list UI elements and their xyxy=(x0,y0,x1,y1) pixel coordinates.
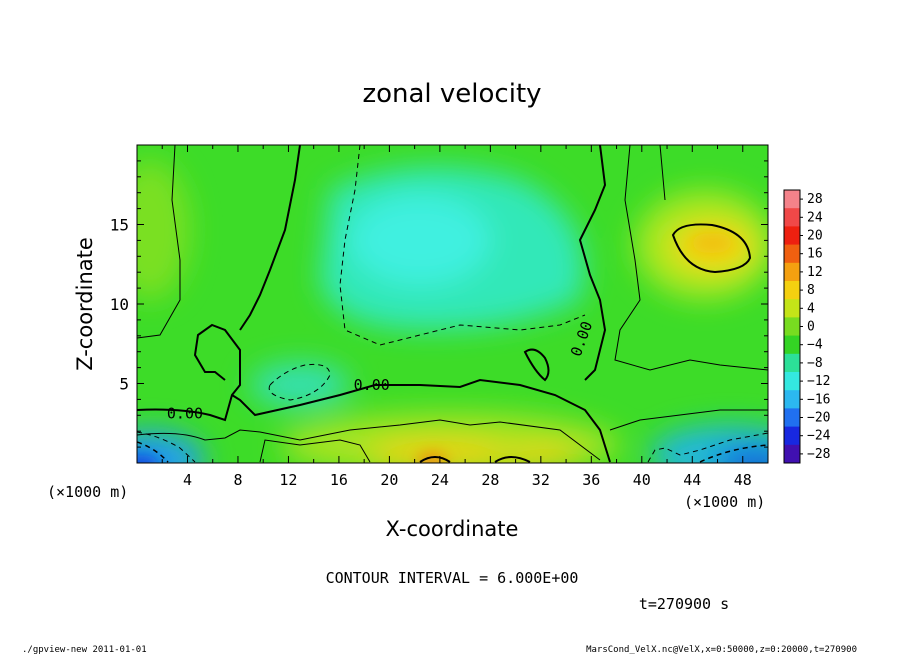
y-tick-label: 15 xyxy=(110,216,129,235)
colorbar-label: −20 xyxy=(807,411,830,426)
x-tick-label: 48 xyxy=(734,471,752,489)
colorbar-label: −16 xyxy=(807,392,830,407)
colorbar-swatch xyxy=(784,335,800,355)
colorbar-swatch xyxy=(784,226,800,246)
colorbar-label: 12 xyxy=(807,265,823,280)
colorbar-swatch xyxy=(784,426,800,446)
x-tick-label: 28 xyxy=(481,471,499,489)
contour-interval: CONTOUR INTERVAL = 6.000E+00 xyxy=(326,569,579,587)
y-axis: 5 10 15 xyxy=(110,160,768,448)
colorbar: 28 24 20 16 12 8 4 0 −4 −8 −12 −16 −20 −24 −28 xyxy=(783,189,831,464)
x-tick-label: 32 xyxy=(532,471,550,489)
colorbar-label: −28 xyxy=(807,447,830,462)
colorbar-swatch xyxy=(784,408,800,428)
colorbar-swatch xyxy=(784,262,800,282)
colorbar-swatch xyxy=(784,444,800,464)
contour-label: 0.00 xyxy=(354,376,390,394)
footer-left: ./gpview-new 2011-01-01 xyxy=(22,645,147,654)
x-axis: 4 8 12 16 20 24 28 32 36 40 44 48 xyxy=(161,145,752,489)
colorbar-label: −12 xyxy=(807,374,830,389)
colorbar-label: −24 xyxy=(807,429,831,444)
x-tick-label: 4 xyxy=(183,471,192,489)
colorbar-swatch xyxy=(784,190,800,209)
x-tick-label: 36 xyxy=(582,471,600,489)
chart-title: zonal velocity xyxy=(362,79,541,109)
x-axis-label: X-coordinate xyxy=(386,517,519,541)
x-tick-label: 8 xyxy=(233,471,242,489)
plot-area: 0.000.000.00 xyxy=(137,145,768,463)
colorbar-label: −4 xyxy=(807,338,823,353)
colorbar-swatch xyxy=(784,372,800,391)
colorbar-label: 24 xyxy=(807,210,823,225)
x-unit-right: (×1000 m) xyxy=(684,493,765,511)
colorbar-swatch xyxy=(784,317,800,337)
colorbar-label: 20 xyxy=(807,229,823,244)
colorbar-label: 4 xyxy=(807,301,815,316)
contour-label: 0.00 xyxy=(167,404,203,422)
x-tick-label: 16 xyxy=(330,471,348,489)
colorbar-swatch xyxy=(784,281,800,300)
x-tick-label: 12 xyxy=(279,471,297,489)
colorbar-swatch xyxy=(784,208,800,227)
colorbar-label: 28 xyxy=(807,192,823,207)
x-tick-label: 44 xyxy=(683,471,701,489)
colorbar-swatch xyxy=(784,390,800,409)
footer-right: MarsCond_VelX.nc@VelX,x=0:50000,z=0:2000… xyxy=(586,645,857,654)
colorbar-label: 16 xyxy=(807,247,823,262)
colorbar-label: −8 xyxy=(807,356,823,371)
y-tick-label: 10 xyxy=(110,295,129,314)
x-tick-label: 40 xyxy=(633,471,651,489)
contour-lines xyxy=(137,145,768,463)
colorbar-swatch xyxy=(784,244,800,264)
y-axis-label: Z-coordinate xyxy=(73,237,97,371)
colorbar-label: 8 xyxy=(807,283,815,298)
colorbar-swatch xyxy=(784,353,800,373)
time-label: t=270900 s xyxy=(639,595,729,613)
colorbar-label: 0 xyxy=(807,320,815,335)
y-tick-label: 5 xyxy=(119,375,129,394)
x-unit-left: (×1000 m) xyxy=(47,483,128,501)
colorbar-swatch xyxy=(784,299,800,318)
x-tick-label: 24 xyxy=(431,471,449,489)
x-tick-label: 20 xyxy=(380,471,398,489)
